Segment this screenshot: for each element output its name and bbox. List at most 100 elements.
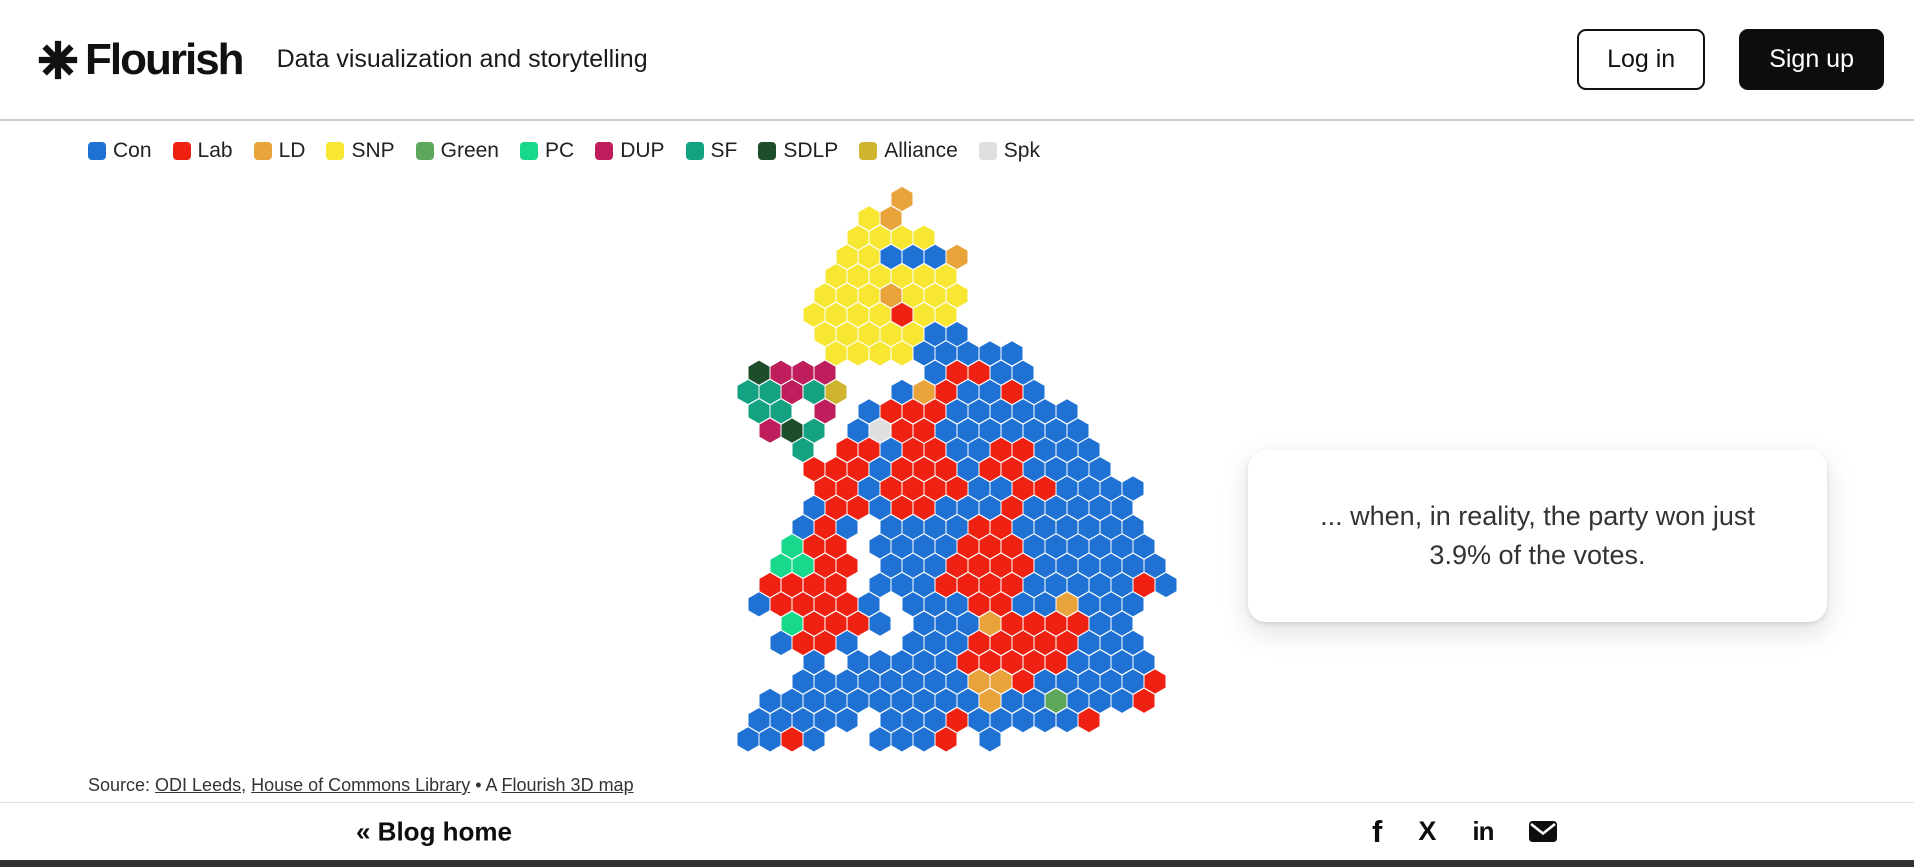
constituency-hex-SNP[interactable] xyxy=(869,225,891,250)
constituency-hex-Lab[interactable] xyxy=(891,495,913,520)
constituency-hex-Con[interactable] xyxy=(913,572,935,598)
constituency-hex-Con[interactable] xyxy=(869,688,891,713)
constituency-hex-Lab[interactable] xyxy=(957,572,979,598)
constituency-hex-Con[interactable] xyxy=(1111,611,1133,636)
constituency-hex-Con[interactable] xyxy=(979,495,1001,520)
constituency-hex-DUP[interactable] xyxy=(759,418,781,443)
constituency-hex-SNP[interactable] xyxy=(858,283,880,308)
constituency-hex-SNP[interactable] xyxy=(902,283,924,308)
constituency-hex-Lab[interactable] xyxy=(814,630,836,655)
constituency-hex-Con[interactable] xyxy=(1023,534,1045,559)
constituency-hex-SNP[interactable] xyxy=(847,302,869,327)
constituency-hex-SNP[interactable] xyxy=(946,283,968,308)
constituency-hex-Con[interactable] xyxy=(1111,688,1133,713)
constituency-hex-Con[interactable] xyxy=(869,457,891,482)
constituency-hex-SNP[interactable] xyxy=(814,283,836,308)
constituency-hex-Lab[interactable] xyxy=(935,572,957,598)
constituency-hex-Con[interactable] xyxy=(1056,669,1078,694)
constituency-hex-SNP[interactable] xyxy=(825,302,847,327)
constituency-hex-Con[interactable] xyxy=(902,669,924,694)
constituency-hex-Con[interactable] xyxy=(1067,418,1089,443)
constituency-hex-Lab[interactable] xyxy=(803,611,825,636)
constituency-hex-LD[interactable] xyxy=(880,206,902,231)
constituency-hex-Lab[interactable] xyxy=(1001,611,1023,636)
source-link[interactable]: House of Commons Library xyxy=(251,775,471,795)
constituency-hex-Con[interactable] xyxy=(957,341,979,366)
constituency-hex-Con[interactable] xyxy=(869,650,891,675)
constituency-hex-Con[interactable] xyxy=(990,708,1012,733)
constituency-hex-Con[interactable] xyxy=(858,592,880,617)
constituency-hex-Lab[interactable] xyxy=(891,457,913,482)
constituency-hex-Con[interactable] xyxy=(968,476,990,501)
constituency-hex-Lab[interactable] xyxy=(825,572,847,598)
constituency-hex-Lab[interactable] xyxy=(1001,650,1023,675)
constituency-hex-Con[interactable] xyxy=(803,495,825,520)
constituency-hex-Lab[interactable] xyxy=(1078,708,1100,733)
constituency-hex-SNP[interactable] xyxy=(803,302,825,327)
constituency-hex-Lab[interactable] xyxy=(781,572,803,598)
constituency-hex-Lab[interactable] xyxy=(913,495,935,520)
constituency-hex-Con[interactable] xyxy=(1023,379,1045,405)
constituency-hex-Con[interactable] xyxy=(1133,534,1155,559)
hex-map[interactable] xyxy=(0,121,1914,802)
legend-item-sdlp[interactable]: SDLP xyxy=(758,139,838,163)
constituency-hex-Con[interactable] xyxy=(1034,399,1056,424)
constituency-hex-Lab[interactable] xyxy=(946,708,968,733)
constituency-hex-Con[interactable] xyxy=(902,630,924,655)
constituency-hex-Con[interactable] xyxy=(902,592,924,617)
constituency-hex-Con[interactable] xyxy=(1012,360,1034,385)
constituency-hex-Lab[interactable] xyxy=(1023,650,1045,675)
constituency-hex-Con[interactable] xyxy=(1001,341,1023,366)
constituency-hex-Con[interactable] xyxy=(979,418,1001,443)
constituency-hex-Lab[interactable] xyxy=(946,553,968,578)
constituency-hex-Lab[interactable] xyxy=(1056,630,1078,655)
constituency-hex-Con[interactable] xyxy=(792,515,814,540)
constituency-hex-SNP[interactable] xyxy=(924,283,946,308)
constituency-hex-Lab[interactable] xyxy=(968,360,990,385)
constituency-hex-Lab[interactable] xyxy=(913,418,935,443)
constituency-hex-Con[interactable] xyxy=(1122,553,1144,578)
constituency-hex-Con[interactable] xyxy=(968,399,990,424)
constituency-hex-Lab[interactable] xyxy=(1023,611,1045,636)
constituency-hex-Lab[interactable] xyxy=(836,592,858,617)
constituency-hex-Con[interactable] xyxy=(847,688,869,713)
constituency-hex-Lab[interactable] xyxy=(1045,611,1067,636)
constituency-hex-Con[interactable] xyxy=(935,534,957,559)
constituency-hex-Con[interactable] xyxy=(924,669,946,694)
constituency-hex-Lab[interactable] xyxy=(1001,534,1023,559)
constituency-hex-PC[interactable] xyxy=(781,534,803,559)
constituency-hex-Lab[interactable] xyxy=(1133,572,1155,598)
constituency-hex-Lab[interactable] xyxy=(770,592,792,617)
constituency-hex-Con[interactable] xyxy=(1056,553,1078,578)
constituency-hex-Lab[interactable] xyxy=(946,476,968,501)
constituency-hex-Con[interactable] xyxy=(1122,592,1144,617)
constituency-hex-Con[interactable] xyxy=(1034,592,1056,617)
constituency-hex-Con[interactable] xyxy=(803,650,825,675)
constituency-hex-Con[interactable] xyxy=(1067,688,1089,713)
constituency-hex-LD[interactable] xyxy=(891,186,913,212)
constituency-hex-Con[interactable] xyxy=(858,476,880,501)
email-icon[interactable] xyxy=(1529,821,1558,842)
constituency-hex-Con[interactable] xyxy=(957,688,979,713)
constituency-hex-SNP[interactable] xyxy=(858,322,880,347)
constituency-hex-Con[interactable] xyxy=(1045,457,1067,482)
legend-item-sf[interactable]: SF xyxy=(685,139,737,163)
constituency-hex-Lab[interactable] xyxy=(1034,630,1056,655)
constituency-hex-LD[interactable] xyxy=(979,611,1001,636)
legend-item-alliance[interactable]: Alliance xyxy=(859,139,958,163)
constituency-hex-SNP[interactable] xyxy=(847,264,869,289)
blog-home-link[interactable]: « Blog home xyxy=(356,816,513,846)
constituency-hex-Con[interactable] xyxy=(814,669,836,694)
constituency-hex-Lab[interactable] xyxy=(880,476,902,501)
constituency-hex-Con[interactable] xyxy=(1067,495,1089,520)
constituency-hex-SNP[interactable] xyxy=(869,341,891,366)
constituency-hex-Con[interactable] xyxy=(891,688,913,713)
constituency-hex-Con[interactable] xyxy=(781,688,803,713)
constituency-hex-Lab[interactable] xyxy=(946,360,968,385)
constituency-hex-Con[interactable] xyxy=(858,399,880,424)
constituency-hex-Lab[interactable] xyxy=(979,534,1001,559)
constituency-hex-Lab[interactable] xyxy=(836,437,858,462)
constituency-hex-Con[interactable] xyxy=(902,244,924,269)
constituency-hex-Con[interactable] xyxy=(880,515,902,540)
constituency-hex-SNP[interactable] xyxy=(869,302,891,327)
